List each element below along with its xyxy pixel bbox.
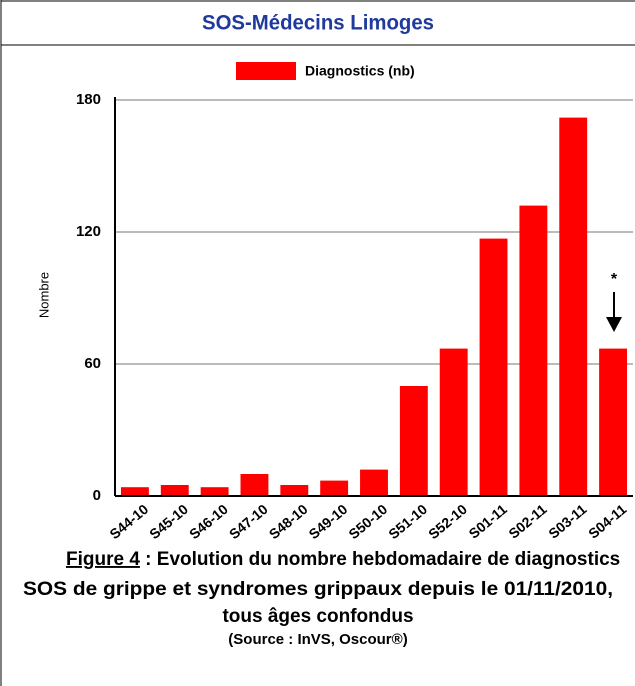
bar	[160, 485, 189, 496]
bar	[519, 205, 548, 496]
caption-text: : Evolution du nombre hebdomadaire de di…	[140, 549, 620, 570]
x-tick-label: S46-10	[186, 501, 231, 542]
x-tick-label: S44-10	[106, 501, 151, 542]
x-tick-label: S01-11	[466, 501, 510, 542]
x-tick-label: S52-10	[425, 501, 470, 542]
bar	[559, 117, 588, 496]
x-tick-label: S47-10	[226, 501, 271, 542]
annotation: *	[611, 271, 618, 288]
y-tick-label: 120	[76, 223, 101, 240]
caption-line3: tous âges confondus	[222, 606, 413, 627]
caption-source: (Source : InVS, Oscour®)	[228, 631, 407, 648]
legend-label: Diagnostics (nb)	[305, 63, 415, 79]
bar	[320, 480, 349, 496]
bar	[479, 238, 508, 496]
caption-line1: Figure 4 : Evolution du nombre hebdomada…	[66, 549, 620, 570]
x-tick-label: S45-10	[146, 501, 191, 542]
header-title: SOS-Médecins Limoges	[202, 12, 434, 35]
x-tick-label: S51-10	[385, 501, 430, 542]
x-tick-label: S03-11	[545, 501, 589, 542]
bar	[240, 474, 269, 496]
bar	[280, 485, 309, 496]
x-tick-label: S49-10	[306, 501, 351, 542]
bar	[399, 386, 428, 496]
x-tick-label: S50-10	[345, 501, 390, 542]
arrow-head	[606, 317, 622, 332]
y-tick-label: 0	[93, 487, 101, 504]
y-tick-label: 60	[84, 355, 101, 372]
x-tick-label: S48-10	[266, 501, 311, 542]
bar	[599, 348, 628, 496]
figure-label: Figure 4	[66, 549, 140, 570]
bar	[360, 469, 388, 496]
legend-swatch	[236, 62, 296, 80]
bar	[200, 487, 229, 496]
bar	[120, 487, 149, 496]
y-tick-label: 180	[76, 91, 101, 108]
caption-line2: SOS de grippe et syndromes grippaux depu…	[23, 579, 613, 600]
bar	[439, 348, 468, 496]
x-tick-label: S02-11	[505, 501, 549, 542]
x-tick-label: S04-11	[585, 501, 629, 542]
y-axis-label: Nombre	[36, 272, 51, 318]
